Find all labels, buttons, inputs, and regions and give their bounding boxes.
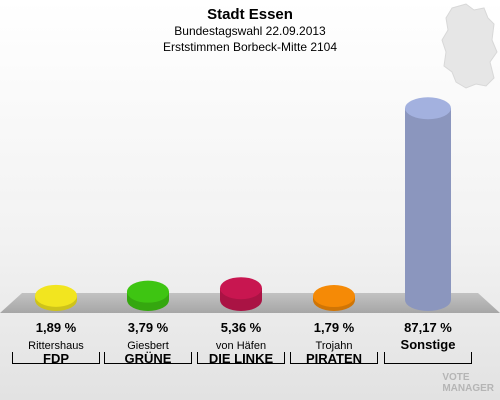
party-label: GRÜNE: [124, 351, 172, 366]
party-label: DIE LINKE: [208, 351, 274, 366]
candidate-label: von Häfen: [215, 340, 267, 352]
chart-subtitle: Bundestagswahl 22.09.2013: [174, 24, 326, 38]
value-label: 3,79 %: [127, 320, 169, 335]
label-bracket: [384, 352, 472, 364]
candidate-label: Trojahn: [315, 340, 353, 352]
party-label: Sonstige: [400, 337, 456, 352]
bar-top: [127, 280, 169, 303]
bar-top: [313, 285, 355, 308]
logo-text-line1: VOTE: [442, 372, 470, 383]
bar-die-linke: [220, 277, 262, 311]
party-label: PIRATEN: [305, 351, 363, 366]
label-bracket: [12, 352, 100, 364]
chart-title: Stadt Essen: [207, 6, 293, 23]
label-bracket: [104, 352, 192, 364]
bar-gr-ne: [127, 280, 169, 311]
vote-manager-logo: VOTE MANAGER: [442, 372, 494, 394]
logo-text-line2: MANAGER: [442, 383, 494, 394]
germany-map-icon: [441, 3, 498, 89]
label-bracket: [290, 352, 378, 364]
bar-top: [35, 284, 77, 307]
bar-fdp: [35, 284, 77, 311]
candidate-label: Rittershaus: [28, 340, 84, 352]
label-bracket: [197, 352, 285, 364]
bar-top: [220, 277, 262, 300]
value-label: 1,79 %: [313, 320, 355, 335]
candidate-label: Giesbert: [127, 340, 169, 352]
bar-sonstige: [405, 97, 451, 311]
value-label: 87,17 %: [404, 320, 452, 335]
bar-top: [405, 97, 451, 120]
chart-subtitle-2: Erststimmen Borbeck-Mitte 2104: [162, 40, 338, 54]
bar-piraten: [313, 285, 355, 311]
party-label: FDP: [43, 351, 69, 366]
bar-body: [405, 108, 451, 311]
value-label: 1,89 %: [35, 320, 77, 335]
value-label: 5,36 %: [220, 320, 262, 335]
